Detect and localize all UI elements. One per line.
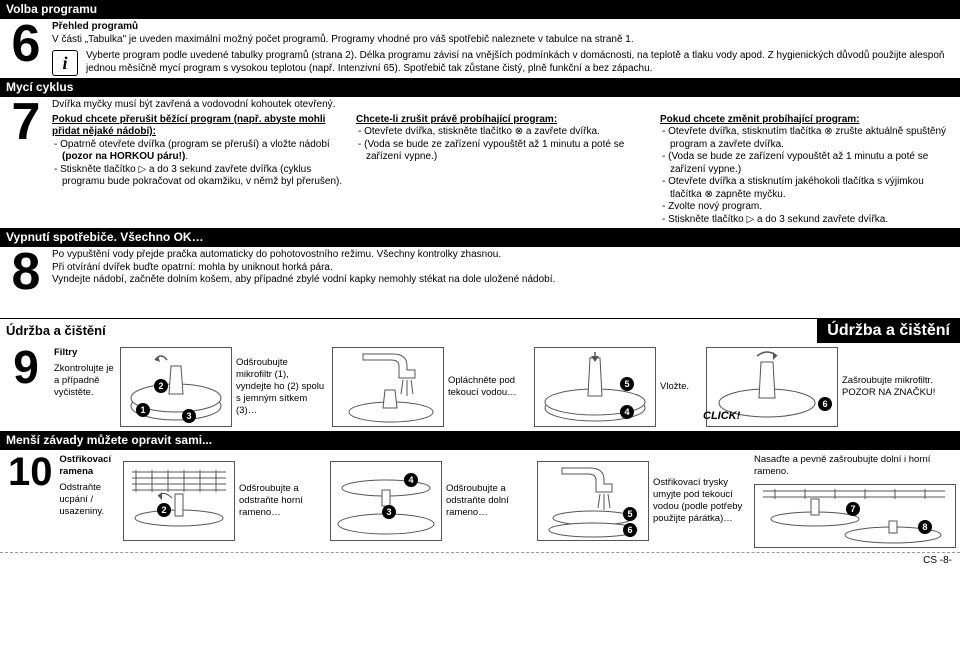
svg-text:2: 2 xyxy=(158,381,163,391)
s7-c3-title: Pokud chcete změnit probíhající program: xyxy=(660,114,956,127)
s9-filtry-desc: Zkontrolujte je a případně vyčistěte. xyxy=(54,363,114,399)
s10-ramena-desc: Odstraňte ucpání / usazeniny. xyxy=(59,482,117,518)
svg-text:6: 6 xyxy=(822,399,827,409)
s7-c1-b2: Stiskněte tlačítko ▷ a do 3 sekund zavře… xyxy=(52,164,348,189)
click-label: CLICK! xyxy=(703,410,740,424)
s6-desc: V části „Tabulka" je uveden maximální mo… xyxy=(52,34,956,47)
svg-text:6: 6 xyxy=(627,525,632,535)
diagram-upper-arm: 2 xyxy=(123,461,235,541)
s9-rinse: Opláchněte pod tekoucí vodou… xyxy=(448,375,528,399)
maint-header-right: Údržba a čištění xyxy=(817,319,960,343)
diagram-rinse-arms: 5 6 xyxy=(537,461,649,541)
svg-text:5: 5 xyxy=(624,379,629,389)
svg-text:2: 2 xyxy=(161,505,166,515)
svg-text:4: 4 xyxy=(624,407,629,417)
s10-b2: Odšroubujte a odstraňte dolní rameno… xyxy=(446,483,531,519)
s7-c3-b1: Otevřete dvířka, stisknutím tlačítka ⊗ z… xyxy=(660,126,956,151)
s7-c2-b1: Otevřete dvířka, stiskněte tlačítko ⊗ a … xyxy=(356,126,652,139)
info-icon: i xyxy=(52,50,78,76)
svg-text:4: 4 xyxy=(408,475,413,485)
diagram-lower-arm: 4 3 xyxy=(330,461,442,541)
s7-col3: Pokud chcete změnit probíhající program:… xyxy=(660,114,956,227)
s7-intro: Dvířka myčky musí být zavřená a vodovodn… xyxy=(52,99,956,112)
s10-ramena-title: Ostřikovací ramena xyxy=(59,454,117,478)
s7-c3-b4: Zvolte nový program. xyxy=(660,201,956,214)
diagram-filter-remove: 2 1 3 xyxy=(120,347,232,427)
section-header-myci: Mycí cyklus xyxy=(0,78,960,97)
s9-unscrew: Odšroubujte mikrofiltr (1), vyndejte ho … xyxy=(236,357,326,416)
s10-b1: Odšroubujte a odstraňte horní rameno… xyxy=(239,483,324,519)
s10-b3: Ostřikovací trysky umyjte pod tekoucí vo… xyxy=(653,477,748,525)
s8-l2: Při otvírání dvířek buďte opatrní: mohla… xyxy=(52,262,956,275)
step-number-9: 9 xyxy=(4,347,48,427)
section-header-volba: Volba programu xyxy=(0,0,960,19)
s7-c3-b5: Stiskněte tlačítko ▷ a do 3 sekund zavře… xyxy=(660,214,956,227)
maint-header-left: Údržba a čištění xyxy=(0,319,112,343)
s9-filtry: Filtry xyxy=(54,347,77,359)
section-10: 10 Ostřikovací ramena Odstraňte ucpání /… xyxy=(0,450,960,552)
svg-text:7: 7 xyxy=(850,504,855,514)
diagram-tap-rinse xyxy=(332,347,444,427)
section-header-vypnuti: Vypnutí spotřebiče. Všechno OK… xyxy=(0,228,960,247)
section-6: 6 Přehled programů V části „Tabulka" je … xyxy=(0,19,960,78)
diagram-reattach-arms: 7 8 xyxy=(754,484,956,548)
svg-text:8: 8 xyxy=(922,522,927,532)
svg-text:3: 3 xyxy=(186,411,191,421)
diagram-filter-insert: 5 4 xyxy=(534,347,656,427)
section-8: 8 Po vypuštění vody přejde pračka automa… xyxy=(0,247,960,298)
s10-b4: Nasaďte a pevně zašroubujte dolní i horn… xyxy=(754,454,956,478)
s7-c1-b1: Opatrně otevřete dvířka (program se přer… xyxy=(52,139,348,164)
page-footer: CS -8- xyxy=(0,552,960,570)
s9-insert: Vložte. xyxy=(660,381,700,393)
s7-c3-b2: (Voda se bude ze zařízení vypouštět až 1… xyxy=(660,151,956,176)
s8-l1: Po vypuštění vody přejde pračka automati… xyxy=(52,249,956,262)
s7-c1-title: Pokud chcete přerušit běžící program (na… xyxy=(52,114,348,139)
s6-title: Přehled programů xyxy=(52,21,956,34)
s7-c2-title: Chcete-li zrušit právě probíhající progr… xyxy=(356,114,652,127)
section-header-mensi: Menší závady můžete opravit sami... xyxy=(0,431,960,450)
section-7: 7 Dvířka myčky musí být zavřená a vodovo… xyxy=(0,97,960,228)
s6-info-text: Vyberte program podle uvedené tabulky pr… xyxy=(86,50,956,75)
diagram-filter-click: 6 CLICK! xyxy=(706,347,838,427)
svg-text:3: 3 xyxy=(386,507,391,517)
s7-col1: Pokud chcete přerušit běžící program (na… xyxy=(52,114,348,227)
s7-c3-b3: Otevřete dvířka a stisknutím jakéhokoli … xyxy=(660,176,956,201)
step-number-7: 7 xyxy=(4,99,48,146)
s9-screw: Zašroubujte mikrofiltr. POZOR NA ZNAČKU! xyxy=(842,375,942,399)
step-number-6: 6 xyxy=(4,21,48,68)
step-number-8: 8 xyxy=(4,249,48,296)
svg-text:5: 5 xyxy=(627,509,632,519)
s7-col2: Chcete-li zrušit právě probíhající progr… xyxy=(356,114,652,227)
step-number-10: 10 xyxy=(4,454,53,548)
s7-c2-b2: (Voda se bude ze zařízení vypouštět až 1… xyxy=(356,139,652,164)
s8-l3: Vyndejte nádobí, začněte dolním košem, a… xyxy=(52,274,956,287)
section-9: 9 Filtry Zkontrolujte je a případně vyči… xyxy=(0,343,960,431)
svg-text:1: 1 xyxy=(140,405,145,415)
